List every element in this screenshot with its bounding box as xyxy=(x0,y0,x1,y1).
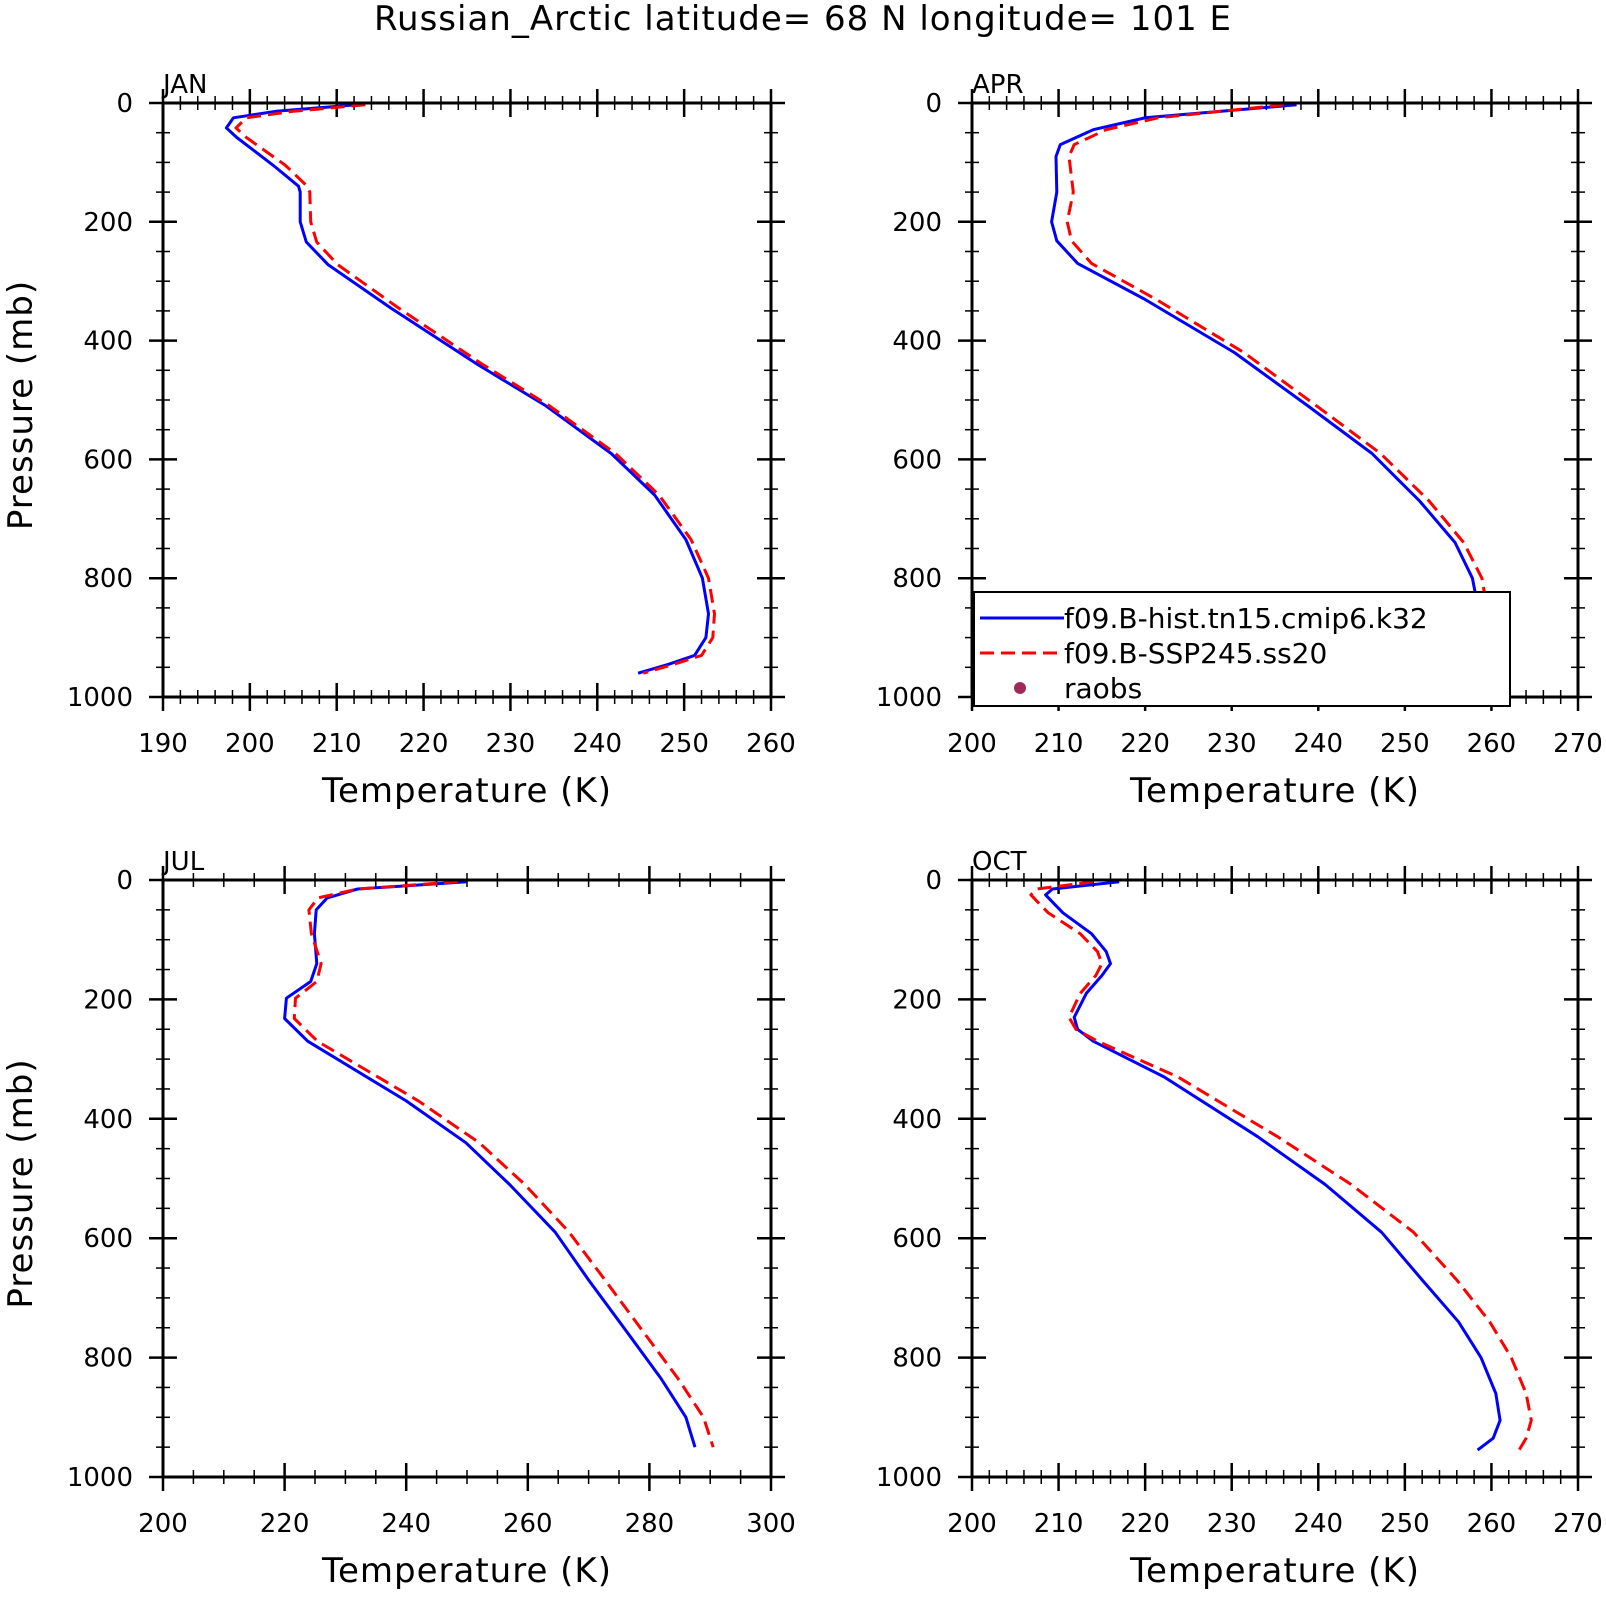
legend: f09.B-hist.tn15.cmip6.k32f09.B-SSP245.ss… xyxy=(973,591,1511,707)
x-tick-label: 210 xyxy=(312,729,362,759)
plot-frame xyxy=(970,878,1580,1479)
x-tick-label: 230 xyxy=(1207,729,1257,759)
y-tick-label: 200 xyxy=(892,985,942,1015)
x-tick-label: 300 xyxy=(746,1509,796,1539)
y-tick-label: 600 xyxy=(83,1224,133,1254)
x-tick-label: 190 xyxy=(138,729,188,759)
x-tick-label: 200 xyxy=(947,729,997,759)
x-axis-title: Temperature (K) xyxy=(321,1551,612,1591)
y-tick-label: 200 xyxy=(892,208,942,238)
x-tick-label: 230 xyxy=(1207,1509,1257,1539)
y-tick-label: 800 xyxy=(892,1344,942,1374)
y-tick-label: 400 xyxy=(892,1105,942,1135)
x-tick-label: 210 xyxy=(1034,729,1084,759)
x-tick-label: 210 xyxy=(1034,1509,1084,1539)
series-line-ssp245 xyxy=(292,880,715,1448)
x-tick-label: 270 xyxy=(1553,1509,1603,1539)
x-tick-label: 230 xyxy=(486,729,536,759)
x-tick-label: 260 xyxy=(1467,729,1517,759)
y-tick-label: 200 xyxy=(83,208,133,238)
plot-frame xyxy=(161,878,773,1479)
x-tick-label: 260 xyxy=(503,1509,553,1539)
y-tick-label: 800 xyxy=(892,564,942,594)
y-tick-label: 800 xyxy=(83,564,133,594)
y-tick-label: 1000 xyxy=(876,1463,942,1493)
y-axis-title: Pressure (mb) xyxy=(1,280,41,530)
series-line-ssp245 xyxy=(234,103,716,675)
y-tick-label: 1000 xyxy=(67,683,133,713)
panel-label: APR xyxy=(972,70,1024,100)
x-tick-label: 220 xyxy=(1120,1509,1170,1539)
series-line-hist xyxy=(283,880,697,1448)
x-axis-title: Temperature (K) xyxy=(321,771,612,811)
y-tick-label: 600 xyxy=(83,445,133,475)
y-tick-label: 0 xyxy=(116,89,133,119)
y-tick-label: 0 xyxy=(116,866,133,896)
x-axis-title: Temperature (K) xyxy=(1129,1551,1420,1591)
plot-frame xyxy=(161,101,773,699)
y-tick-label: 400 xyxy=(892,327,942,357)
y-tick-label: 800 xyxy=(83,1344,133,1374)
x-tick-label: 250 xyxy=(1380,1509,1430,1539)
x-tick-label: 250 xyxy=(1380,729,1430,759)
figure-title: Russian_Arctic latitude= 68 N longitude=… xyxy=(374,0,1232,39)
series-line-ssp245 xyxy=(1065,103,1492,671)
y-tick-label: 1000 xyxy=(876,683,942,713)
y-axis-title: Pressure (mb) xyxy=(1,1058,41,1308)
x-tick-label: 280 xyxy=(625,1509,675,1539)
x-tick-label: 260 xyxy=(746,729,796,759)
x-tick-label: 240 xyxy=(1293,1509,1343,1539)
y-tick-label: 600 xyxy=(892,1224,942,1254)
y-tick-label: 600 xyxy=(892,445,942,475)
x-tick-label: 250 xyxy=(659,729,709,759)
panel-label: OCT xyxy=(972,847,1027,877)
series-line-ssp245 xyxy=(1029,880,1533,1451)
legend-entry-label: f09.B-SSP245.ss20 xyxy=(1064,637,1327,670)
series-line-hist xyxy=(224,103,710,675)
y-tick-label: 200 xyxy=(83,985,133,1015)
series-line-hist xyxy=(1044,880,1502,1452)
x-tick-label: 200 xyxy=(225,729,275,759)
x-tick-label: 240 xyxy=(381,1509,431,1539)
y-tick-label: 400 xyxy=(83,327,133,357)
legend-box xyxy=(973,591,1511,707)
legend-entry-label: raobs xyxy=(1064,672,1142,705)
y-tick-label: 0 xyxy=(925,866,942,896)
x-tick-label: 240 xyxy=(572,729,622,759)
y-tick-label: 0 xyxy=(925,89,942,119)
y-tick-label: 400 xyxy=(83,1105,133,1135)
legend-marker-raobs xyxy=(1014,682,1026,694)
legend-entry-label: f09.B-hist.tn15.cmip6.k32 xyxy=(1064,602,1428,635)
x-tick-label: 200 xyxy=(138,1509,188,1539)
x-axis-title: Temperature (K) xyxy=(1129,771,1420,811)
x-tick-label: 200 xyxy=(947,1509,997,1539)
panel-label: JAN xyxy=(161,70,207,100)
series-line-hist xyxy=(1050,103,1483,671)
x-tick-label: 220 xyxy=(1120,729,1170,759)
x-tick-label: 220 xyxy=(260,1509,310,1539)
x-tick-label: 270 xyxy=(1553,729,1603,759)
y-tick-label: 1000 xyxy=(67,1463,133,1493)
x-tick-label: 220 xyxy=(399,729,449,759)
x-tick-label: 240 xyxy=(1293,729,1343,759)
panel-label: JUL xyxy=(161,847,205,877)
x-tick-label: 260 xyxy=(1467,1509,1517,1539)
